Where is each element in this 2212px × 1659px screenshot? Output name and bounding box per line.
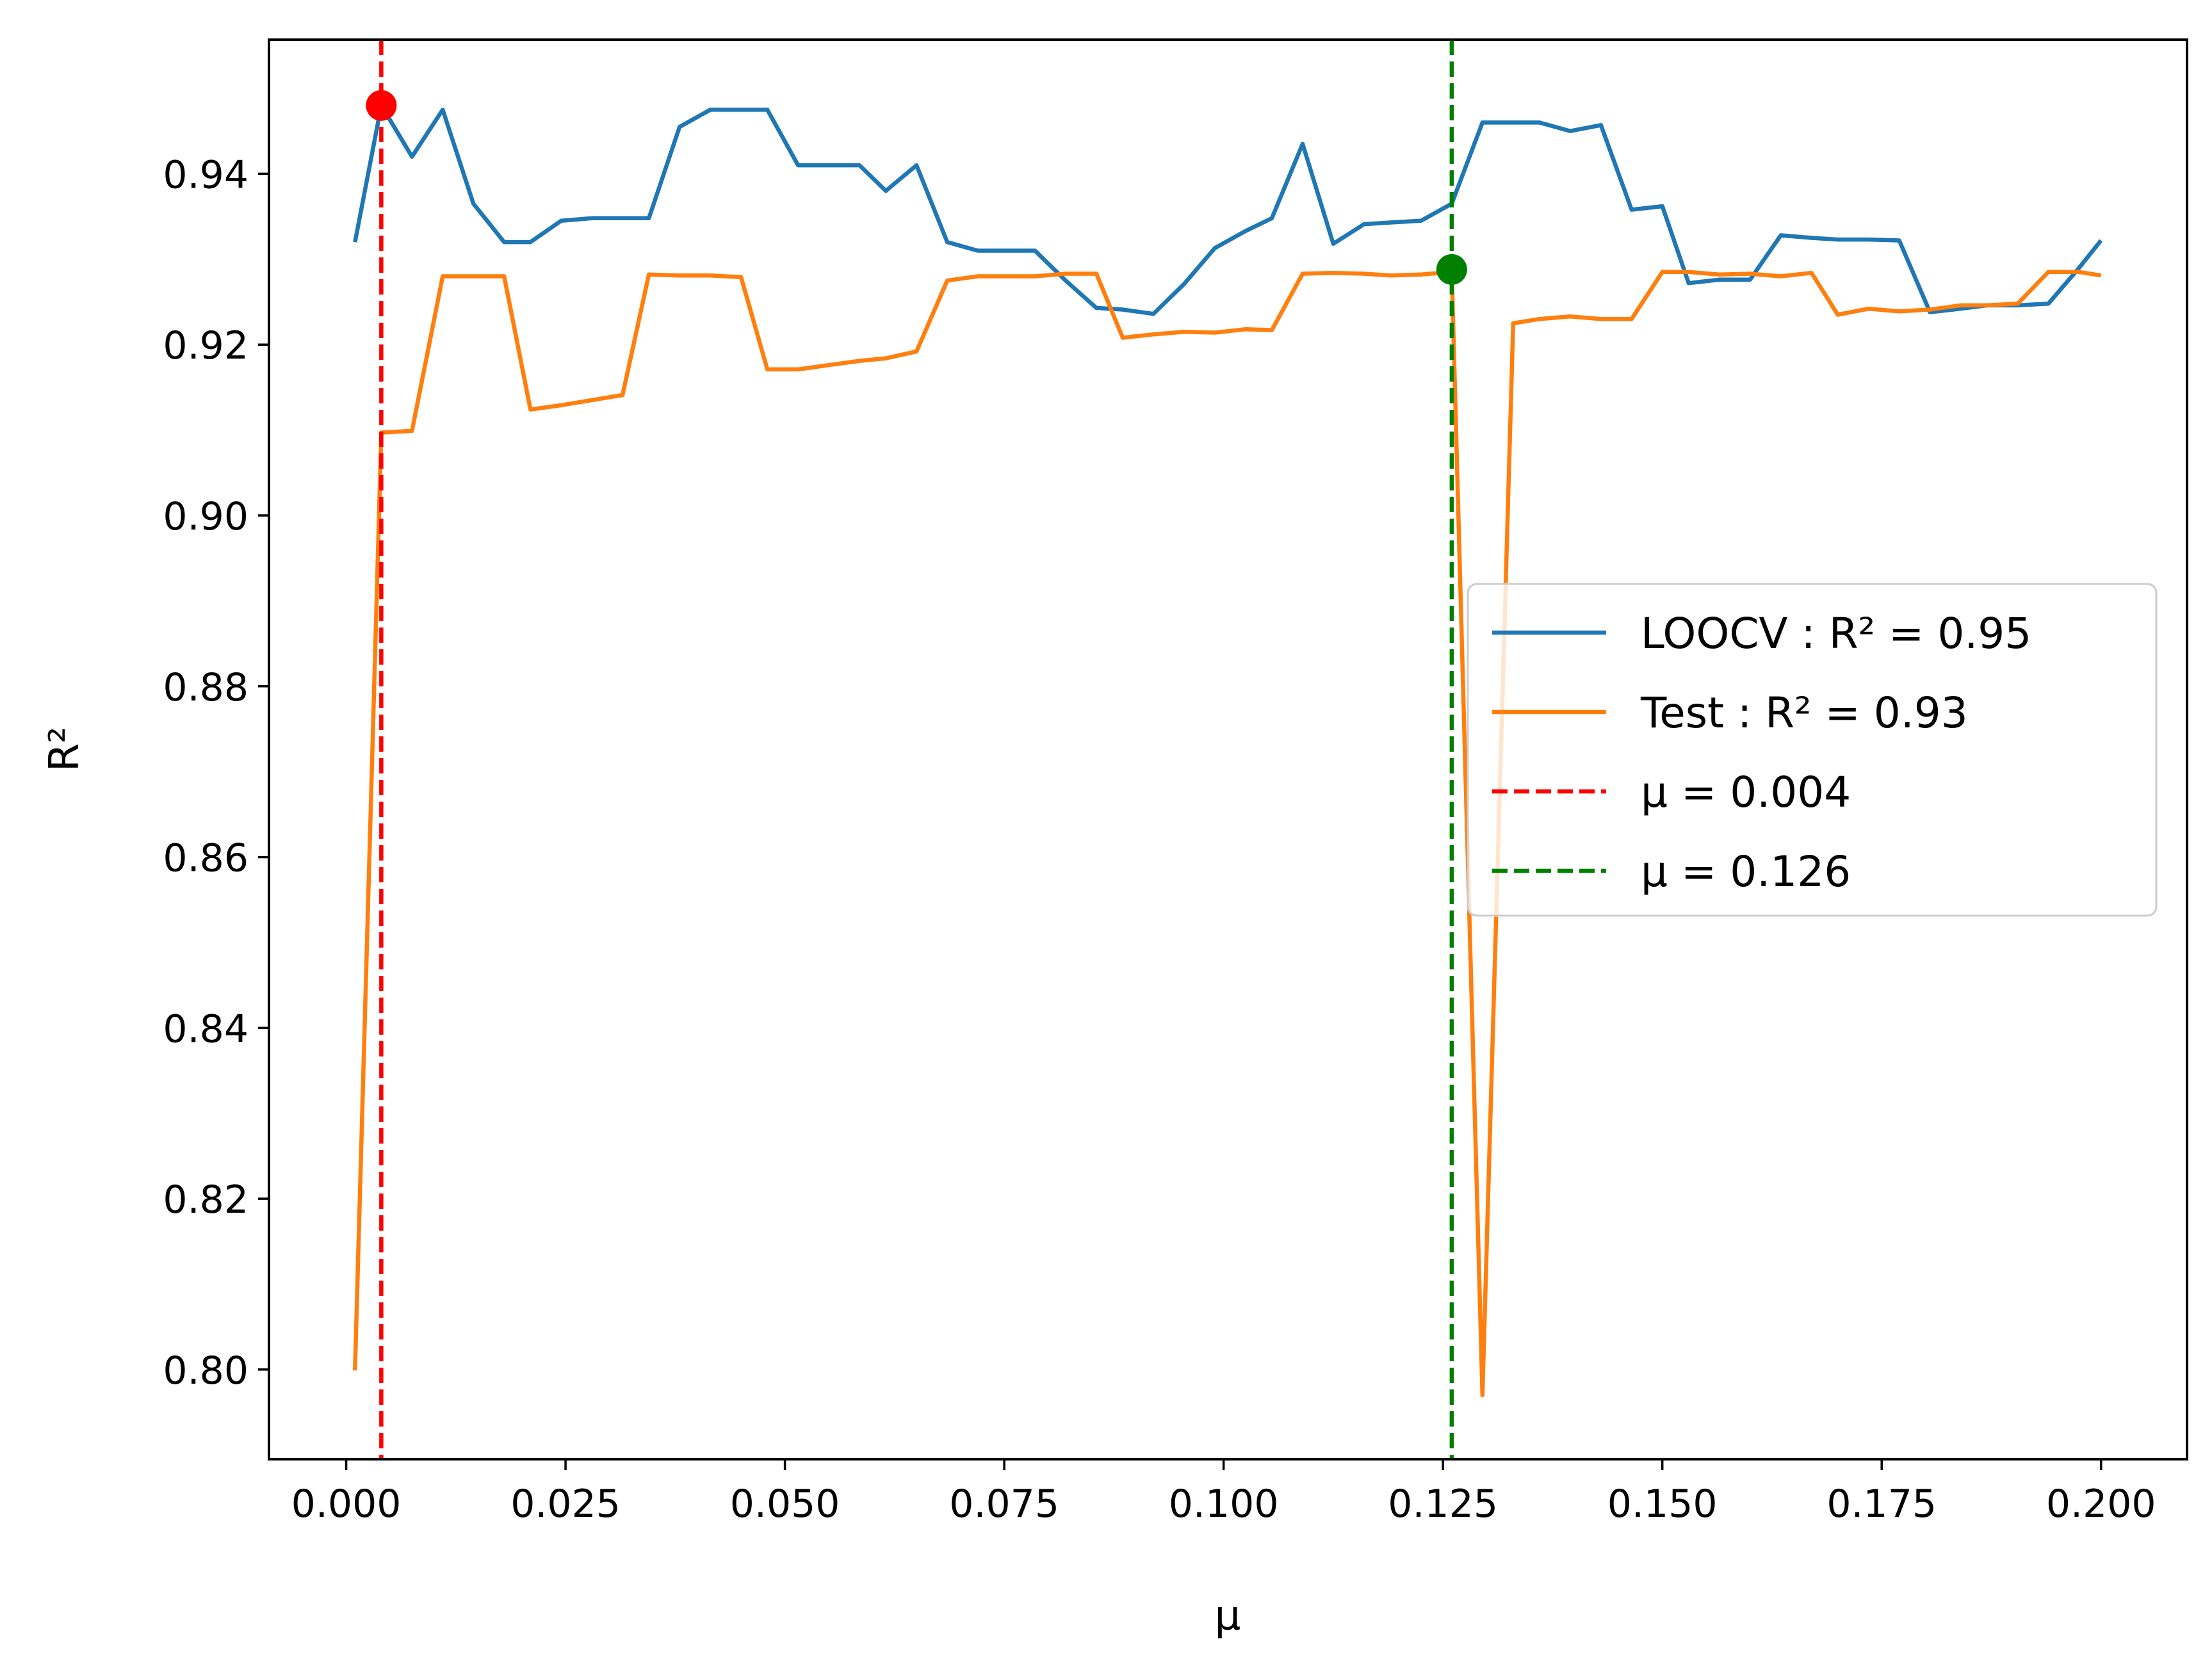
y-axis-title: R² bbox=[41, 727, 88, 772]
x-axis-title: μ bbox=[1215, 1592, 1241, 1640]
legend: LOOCV : R² = 0.95 Test : R² = 0.93 μ = 0.0… bbox=[1467, 583, 2158, 917]
x-axis: 0.000 0.025 0.050 0.075 0.100 0.125 0.150 0.175… bbox=[291, 1459, 2156, 1526]
y-tick-label: 0.94 bbox=[163, 152, 248, 197]
legend-frame bbox=[1467, 583, 2158, 917]
plot-frame bbox=[268, 38, 2188, 1461]
x-tick-label: 0.050 bbox=[730, 1482, 840, 1526]
y-tick-label: 0.86 bbox=[163, 836, 248, 881]
plot-content bbox=[353, 40, 2103, 1459]
x-tick-label: 0.150 bbox=[1607, 1482, 1718, 1526]
x-tick-label: 0.025 bbox=[510, 1482, 621, 1526]
y-tick-label: 0.88 bbox=[163, 665, 248, 710]
legend-label-0: LOOCV : R² = 0.95 bbox=[1641, 609, 2031, 658]
highlight-marker-0 bbox=[366, 90, 397, 121]
y-tick-label: 0.82 bbox=[163, 1177, 248, 1222]
y-axis: 0.80 0.82 0.84 0.86 0.88 0.90 0.92 0.94 bbox=[163, 152, 269, 1393]
x-tick-label: 0.175 bbox=[1826, 1482, 1937, 1526]
legend-label-1: Test : R² = 0.93 bbox=[1640, 688, 1968, 738]
y-tick-label: 0.84 bbox=[163, 1007, 248, 1051]
x-tick-label: 0.200 bbox=[2046, 1482, 2156, 1526]
legend-label-2: μ = 0.004 bbox=[1641, 768, 1851, 817]
y-tick-label: 0.92 bbox=[163, 323, 248, 368]
y-tick-label: 0.90 bbox=[163, 494, 248, 539]
series-line-1 bbox=[353, 270, 2102, 1398]
x-tick-label: 0.100 bbox=[1169, 1482, 1279, 1526]
x-tick-label: 0.075 bbox=[949, 1482, 1059, 1526]
x-tick-label: 0.125 bbox=[1388, 1482, 1498, 1526]
highlight-marker-1 bbox=[1436, 254, 1467, 285]
y-tick-label: 0.80 bbox=[163, 1348, 248, 1393]
legend-label-3: μ = 0.126 bbox=[1641, 847, 1851, 896]
x-tick-label: 0.000 bbox=[291, 1482, 402, 1526]
series-line-0 bbox=[353, 103, 2103, 316]
